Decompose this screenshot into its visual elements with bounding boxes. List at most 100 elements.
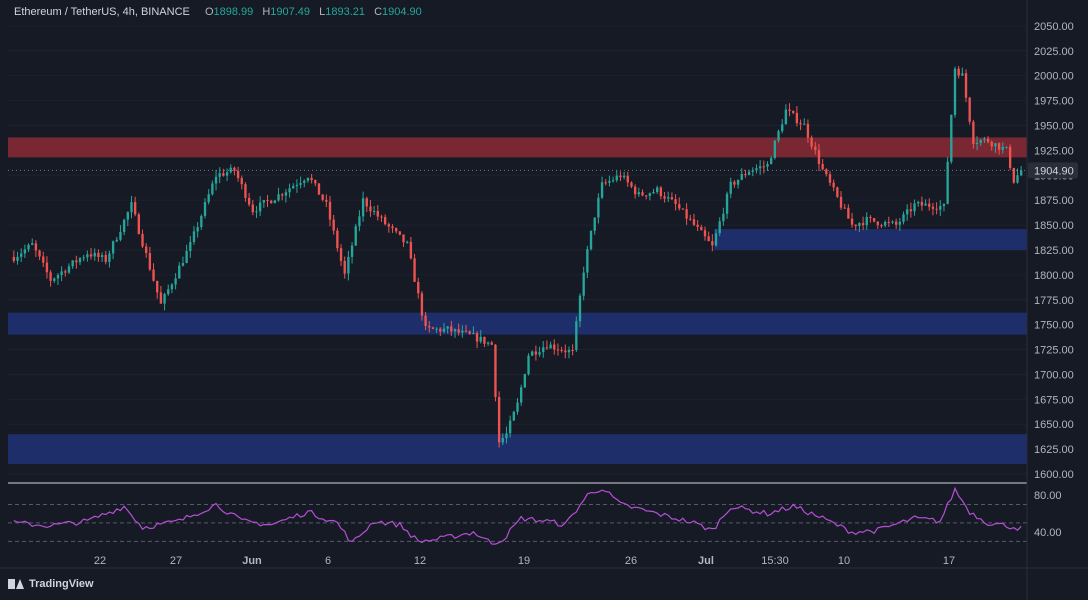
candle-body [542, 347, 545, 353]
candle-body [832, 182, 835, 188]
candle-body [681, 208, 685, 210]
candle-body [586, 249, 589, 273]
candle-body [950, 114, 953, 162]
candle-body [615, 175, 618, 181]
candle-body [365, 198, 368, 207]
candle-body [718, 221, 721, 234]
candle-body [398, 231, 402, 235]
candle-body [258, 202, 262, 212]
candle-body [747, 171, 751, 175]
price-tick-label: 1925.00 [1034, 145, 1074, 157]
candle-body [409, 241, 413, 259]
candle-body [387, 224, 391, 227]
candle-body [383, 217, 387, 225]
candle-body [689, 218, 692, 220]
candle-body [321, 194, 324, 200]
candle-body [843, 207, 846, 209]
open-label: O [204, 6, 214, 18]
candle-body [527, 355, 530, 375]
candle-body [317, 183, 321, 195]
current-price-label: 1904.90 [1034, 165, 1074, 177]
candle-body [872, 217, 876, 222]
candle-body [626, 175, 629, 183]
candle-body [395, 228, 398, 232]
time-tick-label: Jun [242, 555, 262, 567]
candle-body [145, 246, 148, 254]
candle-body [295, 184, 299, 187]
candle-body [637, 192, 640, 195]
candle-body [207, 194, 210, 203]
candle-body [656, 187, 659, 192]
candle-body [303, 180, 306, 184]
candle-body [38, 250, 41, 257]
candle-body [262, 200, 266, 203]
brand-footer[interactable]: TradingView [8, 578, 94, 590]
candle-body [883, 221, 887, 226]
candle-body [957, 68, 960, 76]
candle-body [292, 186, 295, 189]
candle-body [898, 221, 902, 225]
zones-layer [8, 137, 1027, 465]
price-tick-label: 1750.00 [1034, 320, 1074, 332]
candle-body [417, 281, 420, 294]
candle-body [685, 209, 688, 219]
candle-body [531, 351, 534, 356]
rsi-tick-label: 40.00 [1034, 527, 1062, 539]
candle-body [354, 226, 357, 246]
candle-body [435, 328, 438, 330]
candle-body [299, 183, 302, 185]
support-zone [8, 312, 1027, 335]
candle-body [744, 174, 747, 176]
candle-body [869, 216, 872, 218]
time-tick-label: 17 [943, 555, 955, 567]
candle-body [251, 204, 254, 213]
candle-body [799, 123, 802, 125]
price-tick-label: 2050.00 [1034, 21, 1074, 33]
candle-body [486, 342, 490, 344]
candle-body [27, 244, 30, 250]
candle-body [986, 138, 990, 142]
symbol-title: Ethereum / TetherUS, 4h, BINANCE [14, 6, 190, 18]
candle-body [972, 121, 975, 145]
candle-body [979, 139, 982, 143]
candle-body [516, 402, 519, 412]
candle-body [736, 179, 740, 185]
candle-body [733, 181, 736, 185]
candle-body [942, 203, 946, 207]
candle-body [1001, 146, 1004, 150]
candle-body [578, 295, 582, 322]
candle-body [453, 329, 457, 332]
candle-body [461, 330, 464, 333]
candle-body [553, 344, 556, 350]
candle-body [93, 252, 96, 257]
candle-body [964, 73, 968, 98]
candle-body [67, 266, 71, 273]
candle-body [917, 202, 920, 204]
candle-body [939, 206, 942, 210]
candle-body [247, 197, 251, 205]
candle-body [483, 336, 486, 344]
price-tick-label: 1850.00 [1034, 220, 1074, 232]
candle-body [133, 202, 137, 215]
candle-body [439, 328, 442, 332]
candle-body [222, 173, 225, 176]
candle-body [663, 196, 666, 199]
candle-body [464, 330, 468, 332]
candle-body [49, 272, 52, 281]
candle-body [876, 221, 879, 226]
candle-body [170, 284, 174, 290]
candle-body [442, 328, 446, 332]
price-tick-label: 2000.00 [1034, 71, 1074, 83]
candle-body [200, 215, 203, 228]
candle-body [667, 197, 670, 199]
candle-body [652, 191, 655, 194]
candle-body [391, 226, 394, 229]
candle-body [376, 211, 379, 217]
candle-body [946, 161, 949, 204]
candle-body [189, 241, 192, 251]
candle-body [446, 326, 449, 329]
candle-body [556, 349, 560, 351]
candle-body [902, 214, 905, 222]
